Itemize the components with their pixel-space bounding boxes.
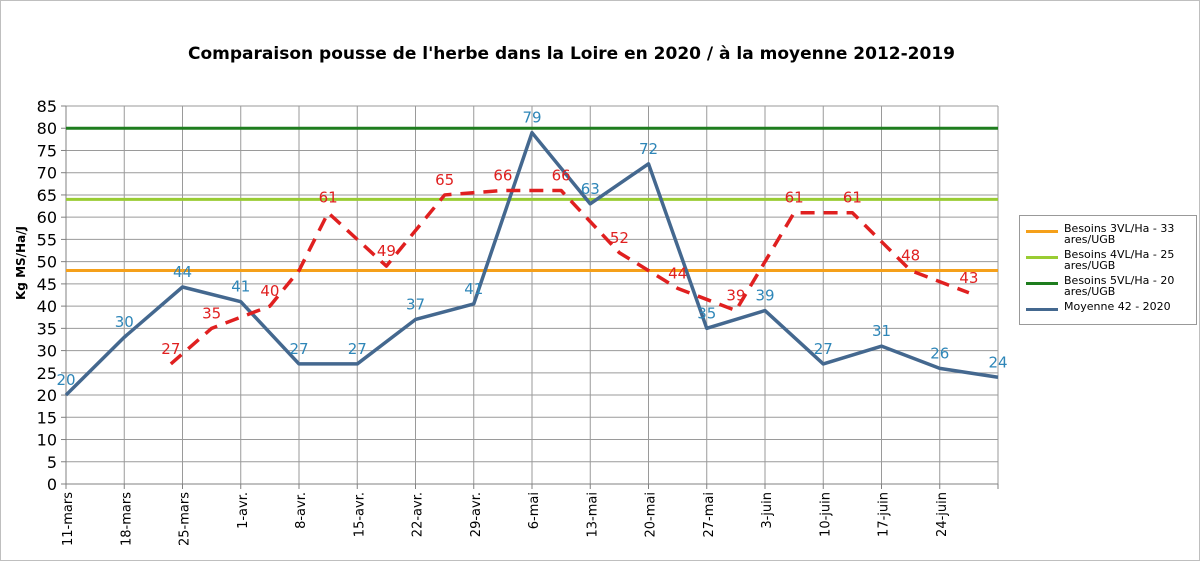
legend-label: Besoins 3VL/Ha - 33 ares/UGB xyxy=(1064,222,1175,246)
data-label: 39 xyxy=(726,287,745,305)
y-tick-label: 20 xyxy=(37,386,57,405)
data-label: 48 xyxy=(901,247,920,265)
data-label: 39 xyxy=(755,287,774,305)
data-label: 63 xyxy=(581,180,600,198)
legend-label: Moyenne 42 - 2020 xyxy=(1064,300,1171,313)
x-tick-label: 15-avr. xyxy=(352,492,367,537)
x-tick-label: 8-avr. xyxy=(294,492,309,529)
data-label: 65 xyxy=(435,171,454,189)
legend-label: Besoins 5VL/Ha - 20 ares/UGB xyxy=(1064,274,1175,298)
data-label: 27 xyxy=(348,340,367,358)
legend-swatch xyxy=(1026,308,1058,311)
y-tick-label: 60 xyxy=(37,208,57,227)
data-label: 43 xyxy=(959,269,978,287)
data-label: 61 xyxy=(843,189,862,207)
x-tick-label: 18-mars xyxy=(119,492,134,546)
x-tick-label: 20-mai xyxy=(644,492,659,537)
y-tick-label: 45 xyxy=(37,275,57,294)
data-label: 30 xyxy=(115,313,134,331)
data-label: 37 xyxy=(406,295,425,313)
x-tick-label: 6-mai xyxy=(527,492,542,529)
data-label: 26 xyxy=(930,344,949,362)
y-tick-label: 55 xyxy=(37,230,57,249)
y-tick-label: 65 xyxy=(37,186,57,205)
data-label: 41 xyxy=(464,280,483,298)
data-label: 66 xyxy=(552,166,571,184)
data-label: 35 xyxy=(202,304,221,322)
data-label: 44 xyxy=(173,263,192,281)
legend-label: Besoins 4VL/Ha - 25 ares/UGB xyxy=(1064,248,1175,272)
data-label: 52 xyxy=(610,229,629,247)
y-tick-label: 70 xyxy=(37,164,57,183)
legend-item: Besoins 3VL/Ha - 33 ares/UGB xyxy=(1026,223,1194,245)
y-tick-label: 5 xyxy=(47,453,57,472)
data-label: 24 xyxy=(988,353,1007,371)
y-tick-label: 25 xyxy=(37,364,57,383)
data-label: 49 xyxy=(377,242,396,260)
legend-item: Besoins 4VL/Ha - 25 ares/UGB xyxy=(1026,249,1194,271)
y-tick-label: 75 xyxy=(37,141,57,160)
y-tick-label: 10 xyxy=(37,431,57,450)
data-label: 79 xyxy=(522,109,541,127)
data-label: 61 xyxy=(319,189,338,207)
data-label: 66 xyxy=(493,166,512,184)
legend-swatch xyxy=(1026,256,1058,259)
x-tick-label: 11-mars xyxy=(61,492,76,546)
x-tick-label: 25-mars xyxy=(178,492,193,546)
data-label: 35 xyxy=(697,304,716,322)
y-tick-label: 0 xyxy=(47,475,57,494)
series-line xyxy=(169,188,970,366)
legend-swatch xyxy=(1026,282,1058,285)
data-label: 41 xyxy=(231,278,250,296)
x-tick-label: 3-juin xyxy=(760,492,775,529)
y-tick-label: 80 xyxy=(37,119,57,138)
legend: Besoins 3VL/Ha - 33 ares/UGB Besoins 4VL/… xyxy=(1019,215,1197,325)
x-tick-label: 22-avr. xyxy=(411,492,426,537)
x-tick-label: 27-mai xyxy=(702,492,717,537)
data-label: 44 xyxy=(668,264,687,282)
legend-item: Besoins 5VL/Ha - 20 ares/UGB xyxy=(1026,275,1194,297)
y-tick-label: 85 xyxy=(37,97,57,116)
y-tick-label: 40 xyxy=(37,297,57,316)
data-label: 72 xyxy=(639,140,658,158)
y-tick-label: 15 xyxy=(37,408,57,427)
y-tick-label: 30 xyxy=(37,342,57,361)
x-tick-label: 13-mai xyxy=(585,492,600,537)
data-label: 20 xyxy=(56,371,75,389)
x-tick-label: 29-avr. xyxy=(469,492,484,537)
chart-title: Comparaison pousse de l'herbe dans la Lo… xyxy=(188,44,955,64)
x-tick-label: 10-juin xyxy=(818,492,833,537)
y-tick-label: 35 xyxy=(37,319,57,338)
y-tick-label: 50 xyxy=(37,253,57,272)
series-line xyxy=(64,130,999,397)
data-label: 27 xyxy=(289,340,308,358)
x-tick-label: 24-juin xyxy=(935,492,950,537)
legend-item: Moyenne 42 - 2020 xyxy=(1026,301,1194,323)
data-label: 27 xyxy=(814,340,833,358)
x-tick-label: 17-juin xyxy=(877,492,892,537)
x-tick-label: 1-avr. xyxy=(236,492,251,529)
data-label: 40 xyxy=(260,282,279,300)
data-label: 27 xyxy=(161,340,180,358)
data-label: 61 xyxy=(785,189,804,207)
data-label: 31 xyxy=(872,322,891,340)
legend-swatch xyxy=(1026,230,1058,233)
